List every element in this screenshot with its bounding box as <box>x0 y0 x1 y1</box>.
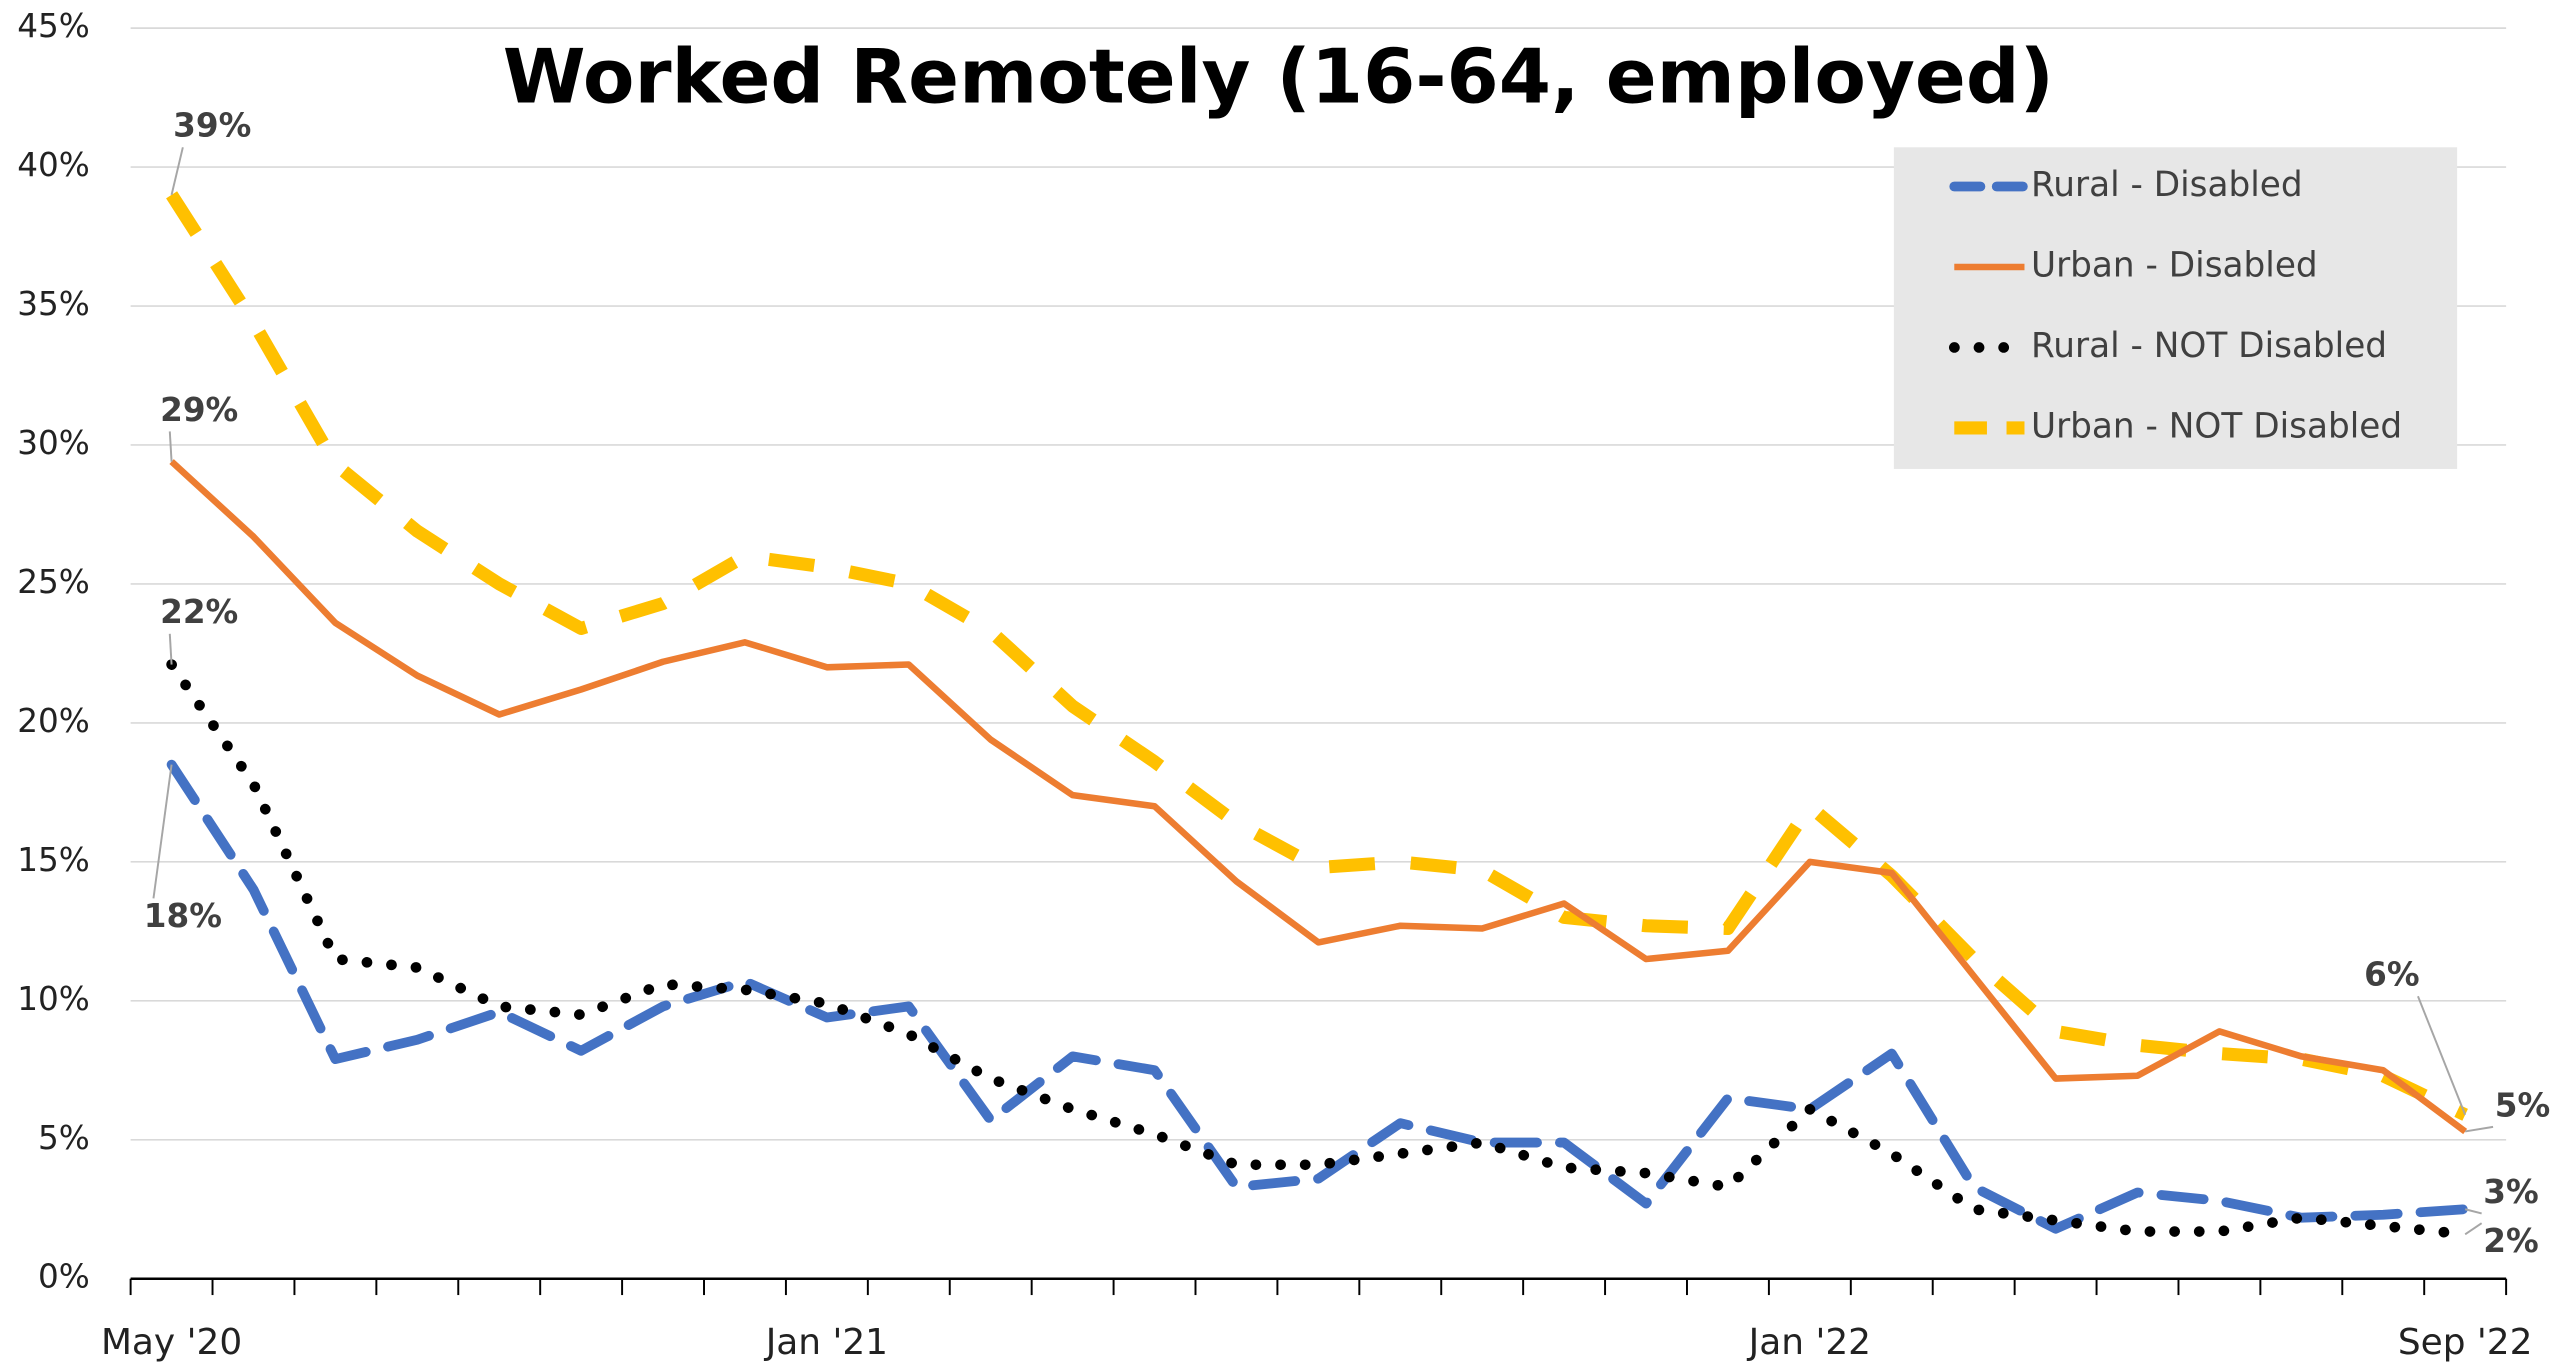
data-label: 39% <box>173 107 251 145</box>
y-tick-label: 45% <box>17 7 90 45</box>
y-tick-label: 10% <box>17 980 90 1018</box>
y-tick-label: 20% <box>17 702 90 740</box>
y-tick-label: 25% <box>17 563 90 601</box>
x-tick-label: Sep '22 <box>2398 1322 2533 1363</box>
chart-title: Worked Remotely (16-64, employed) <box>503 32 2054 120</box>
leader-line <box>2464 1208 2482 1215</box>
data-label: 18% <box>144 897 222 935</box>
series-line <box>166 759 2471 1234</box>
legend-box <box>1893 147 2458 469</box>
leader-line <box>170 147 184 196</box>
legend-label: Urban - Disabled <box>2031 245 2318 285</box>
x-tick-label: May '20 <box>101 1322 242 1363</box>
series-line <box>166 659 2471 1240</box>
y-tick-label: 40% <box>17 146 90 184</box>
y-tick-label: 30% <box>17 424 90 462</box>
data-label: 2% <box>2483 1222 2538 1260</box>
y-tick-label: 0% <box>38 1258 90 1296</box>
x-tick-label: Jan '21 <box>764 1322 888 1363</box>
leader-line <box>168 431 173 462</box>
data-label: 22% <box>160 593 238 631</box>
data-label: 3% <box>2483 1173 2538 1211</box>
series-line <box>166 191 2468 1121</box>
leader-line <box>2464 1222 2483 1236</box>
y-tick-label: 35% <box>17 285 90 323</box>
legend-label: Urban - NOT Disabled <box>2031 406 2402 446</box>
legend-label: Rural - Disabled <box>2031 165 2303 205</box>
legend-label: Rural - NOT Disabled <box>2031 326 2387 366</box>
leader-line <box>168 633 173 665</box>
data-label: 29% <box>160 391 238 429</box>
y-tick-label: 15% <box>17 841 90 879</box>
data-label: 5% <box>2495 1086 2550 1124</box>
leader-line <box>2465 1125 2494 1133</box>
leader-line <box>152 764 173 899</box>
leader-line <box>2417 995 2467 1116</box>
x-tick-label: Jan '22 <box>1747 1322 1871 1363</box>
data-label: 6% <box>2364 956 2419 994</box>
y-tick-label: 5% <box>38 1119 90 1157</box>
series-line <box>169 459 2468 1135</box>
